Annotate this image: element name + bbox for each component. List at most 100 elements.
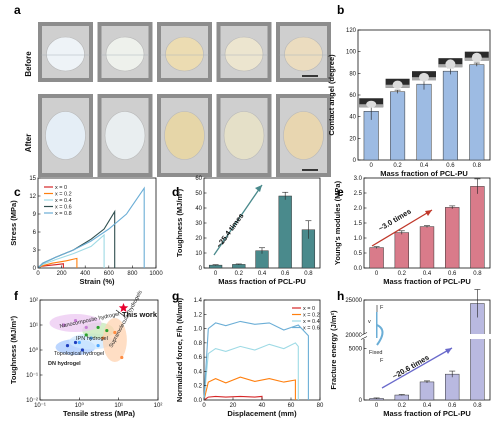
y-axis-label: Fracture energy (J/m²) (329, 310, 338, 390)
legend-label: x = 0.6 (303, 326, 320, 332)
legend-label: x = 0.4 (303, 319, 320, 325)
y-tick-label: 10⁻¹ (26, 373, 38, 379)
y-tick-label: 120 (346, 28, 357, 34)
data-point (105, 328, 109, 333)
y-tick-label: 40 (195, 206, 202, 212)
y-tick-label: 0.6 (194, 355, 203, 361)
data-point (96, 325, 100, 330)
trend-arrow (213, 184, 263, 256)
bar (232, 264, 246, 269)
y-tick-label: 10⁻² (26, 398, 38, 404)
break-mark (360, 336, 368, 340)
sample-label: x = 0.8 (291, 10, 316, 19)
x-tick-label: 10⁰ (75, 402, 85, 409)
x-tick-label: 0 (375, 271, 379, 277)
x-tick-label: 10¹ (114, 403, 123, 409)
x-tick-label: 0.4 (258, 271, 267, 277)
series-line (37, 257, 78, 269)
x-tick-label: 0 (36, 271, 40, 277)
x-axis-label: Displacement (mm) (227, 409, 297, 418)
x-tick-label: 0.4 (420, 163, 429, 169)
material-region (49, 314, 102, 333)
bar (390, 91, 406, 161)
y-axis-label: Contact angel (degree) (327, 54, 336, 136)
y-tick-label: 0.8 (194, 341, 203, 347)
legend-label: x = 0.8 (55, 211, 72, 217)
y-axis-label: Normalized force, F/h (N/mm) (175, 297, 184, 402)
bar (445, 373, 460, 401)
y-tick-label: 2.0 (354, 206, 363, 212)
series-line (203, 342, 299, 401)
data-point (89, 336, 93, 340)
x-tick-label: 0.4 (423, 403, 432, 409)
y-tick-label: 60 (349, 93, 356, 99)
x-tick-label: 0 (375, 403, 379, 409)
y-tick-label: 1.5 (354, 221, 363, 227)
inset-label-f-bottom: F (380, 358, 384, 364)
x-axis-label: Strain (%) (79, 277, 115, 286)
y-tick-label: 0 (199, 266, 203, 272)
x-tick-label: 0 (202, 403, 206, 409)
y-tick-label: 60 (195, 176, 202, 182)
chart-d-toughness: 0 0.2 0.4 0.6 0.8 0 10 20 30 40 50 60 Mass fraction … (175, 176, 321, 286)
y-tick-label: 0.0 (354, 266, 363, 272)
y-tick-label: 20 (349, 136, 356, 142)
y-tick-label: 15 (29, 176, 36, 182)
y-tick-label: 50 (195, 191, 202, 197)
x-tick-label: 10⁻¹ (34, 403, 46, 409)
trend-arrow (381, 347, 453, 389)
y-axis-label: Toughness (MJ/m³) (175, 188, 184, 257)
x-tick-label: 800 (127, 271, 138, 277)
x-axis-label: Mass fraction of PCL-PU (380, 169, 468, 178)
y-tick-label: 25000 (345, 298, 362, 304)
droplet (366, 100, 377, 108)
x-tick-label: 0.6 (446, 163, 455, 169)
inset-label-fixed: Fixed (369, 350, 382, 356)
x-tick-label: 0.2 (398, 271, 407, 277)
series-line (37, 233, 105, 269)
data-point (101, 336, 105, 340)
hydrogel-sample (164, 111, 205, 160)
y-tick-label: 6 (33, 230, 37, 236)
y-tick-label: 2.5 (354, 191, 363, 197)
data-point (73, 340, 78, 345)
x-tick-label: 200 (57, 271, 68, 277)
x-tick-label: 0.8 (304, 271, 313, 277)
panel-label-a: a (14, 3, 21, 17)
bar (394, 394, 409, 401)
y-tick-label: 0.2 (194, 384, 203, 390)
material-region (102, 318, 127, 363)
y-tick-label: 20000 (345, 333, 362, 339)
panel-label-b: b (337, 3, 344, 17)
trend-arrow (371, 209, 433, 247)
row-label-after: After (24, 134, 33, 153)
data-point (80, 348, 85, 352)
droplet (471, 52, 482, 63)
x-tick-label: 40 (259, 403, 266, 409)
y-tick-label: 5000 (349, 346, 363, 352)
hydrogel-sample (105, 36, 145, 72)
bar (369, 247, 384, 269)
hydrogel-sample (223, 111, 265, 160)
label-this-work: This work (122, 310, 158, 319)
y-axis-label: Toughness (MJ/m³) (9, 315, 18, 384)
data-point (84, 333, 88, 337)
droplet (419, 72, 429, 82)
label-topological-hydrogel: Topological hydrogel (54, 351, 104, 357)
y-tick-label: 20 (195, 236, 202, 242)
y-tick-label: 1.4 (194, 298, 203, 304)
bar (419, 381, 435, 401)
chart-e-youngs-modulus: 0 0.2 0.4 0.6 0.8 0.0 0.5 1.0 1.5 2.0 2.5 3.0 Mass f… (333, 176, 491, 286)
bar (445, 207, 460, 269)
legend-label: x = 0.4 (55, 198, 72, 204)
legend-label: x = 0 (303, 306, 315, 312)
specimen-bend (376, 324, 384, 346)
hydrogel-sample (284, 36, 323, 72)
y-tick-label: 0 (353, 158, 357, 164)
x-tick-label: 80 (317, 403, 324, 409)
this-work-star (118, 303, 129, 312)
droplet (445, 59, 456, 69)
